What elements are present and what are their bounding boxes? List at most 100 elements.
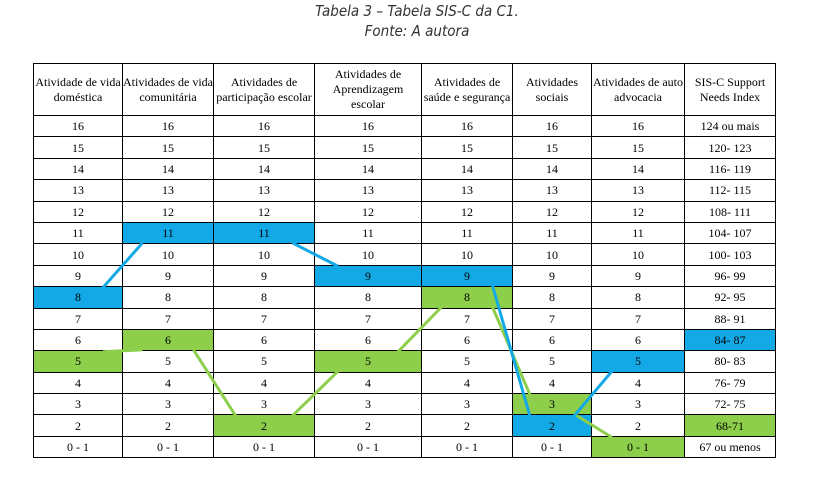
table-cell: 16 bbox=[213, 114, 315, 138]
table-cell: 4 bbox=[213, 371, 315, 395]
table-cell: 0 - 1 bbox=[421, 435, 513, 459]
table-cell: 13 bbox=[512, 179, 592, 202]
table-cell: 67 ou menos bbox=[684, 435, 776, 459]
table-cell: 13 bbox=[314, 179, 422, 202]
table-cell: 8 bbox=[33, 286, 123, 309]
table-cell: 8 bbox=[591, 286, 685, 309]
table-row: 13 13 13 13 13 13 13 112- 115 bbox=[33, 179, 776, 202]
table-cell: 11 bbox=[122, 221, 214, 245]
table-cell: 4 bbox=[33, 371, 123, 395]
table-cell: 14 bbox=[122, 157, 214, 181]
table-cell: 8 bbox=[421, 286, 513, 309]
table-cell: 13 bbox=[591, 179, 685, 202]
table-cell: 2 bbox=[213, 414, 315, 437]
table-cell: 14 bbox=[213, 157, 315, 181]
table-cell: 3 bbox=[591, 393, 685, 416]
table-cell: 6 bbox=[314, 328, 422, 352]
table-cell: 12 bbox=[591, 200, 685, 223]
table-cell: 10 bbox=[421, 243, 513, 266]
table-cell: 6 bbox=[591, 328, 685, 352]
table-source: Fonte: A autora bbox=[364, 22, 470, 40]
table-cell: 8 bbox=[122, 286, 214, 309]
table-cell: 104- 107 bbox=[684, 221, 776, 245]
table-cell: 3 bbox=[314, 393, 422, 416]
table-cell: 116- 119 bbox=[684, 157, 776, 181]
table-cell: 124 ou mais bbox=[684, 114, 776, 138]
table-cell: 9 bbox=[591, 264, 685, 288]
table-cell: 76- 79 bbox=[684, 371, 776, 395]
table-cell: 10 bbox=[512, 243, 592, 266]
table-cell: 0 - 1 bbox=[122, 435, 214, 459]
table-cell: 96- 99 bbox=[684, 264, 776, 288]
table-cell: 4 bbox=[591, 371, 685, 395]
table-row: 14 14 14 14 14 14 14 116- 119 bbox=[33, 157, 776, 181]
header-sociais: Atividades sociais bbox=[512, 63, 592, 116]
table-cell: 16 bbox=[314, 114, 422, 138]
table-cell: 7 bbox=[512, 307, 592, 330]
table-cell: 0 - 1 bbox=[512, 435, 592, 459]
table-cell: 12 bbox=[122, 200, 214, 223]
table-cell: 9 bbox=[512, 264, 592, 288]
table-cell: 0 - 1 bbox=[314, 435, 422, 459]
table-cell: 5 bbox=[33, 350, 123, 373]
table-cell: 11 bbox=[33, 221, 123, 245]
header-auto-advocacia: Atividades de auto advocacia bbox=[591, 63, 685, 116]
table-cell: 6 bbox=[33, 328, 123, 352]
table-cell: 9 bbox=[421, 264, 513, 288]
table-cell: 112- 115 bbox=[684, 179, 776, 202]
table-cell: 0 - 1 bbox=[213, 435, 315, 459]
table-cell: 13 bbox=[213, 179, 315, 202]
table-cell: 6 bbox=[421, 328, 513, 352]
table-cell: 2 bbox=[591, 414, 685, 437]
header-aprendizagem-escolar: Atividades de Aprendizagem escolar bbox=[314, 63, 422, 116]
table-row: 4 4 4 4 4 4 4 76- 79 bbox=[33, 371, 776, 395]
table-cell: 84- 87 bbox=[684, 328, 776, 352]
table-cell: 3 bbox=[512, 393, 592, 416]
table-cell: 11 bbox=[213, 221, 315, 245]
table-cell: 9 bbox=[314, 264, 422, 288]
table-cell: 11 bbox=[314, 221, 422, 245]
table-cell: 8 bbox=[213, 286, 315, 309]
table-cell: 8 bbox=[314, 286, 422, 309]
table-cell: 68-71 bbox=[684, 414, 776, 437]
table-cell: 108- 111 bbox=[684, 200, 776, 223]
table-cell: 15 bbox=[314, 136, 422, 159]
table-cell: 9 bbox=[33, 264, 123, 288]
table-cell: 9 bbox=[213, 264, 315, 288]
table-cell: 13 bbox=[33, 179, 123, 202]
table-cell: 16 bbox=[421, 114, 513, 138]
table-cell: 9 bbox=[122, 264, 214, 288]
table-cell: 72- 75 bbox=[684, 393, 776, 416]
table-cell: 13 bbox=[421, 179, 513, 202]
table-cell: 2 bbox=[421, 414, 513, 437]
table-cell: 8 bbox=[512, 286, 592, 309]
table-cell: 3 bbox=[122, 393, 214, 416]
table-cell: 11 bbox=[512, 221, 592, 245]
table-cell: 5 bbox=[421, 350, 513, 373]
table-cell: 12 bbox=[421, 200, 513, 223]
table-cell: 6 bbox=[512, 328, 592, 352]
table-cell: 4 bbox=[122, 371, 214, 395]
table-row: 16 16 16 16 16 16 16 124 ou mais bbox=[33, 114, 776, 138]
table-cell: 16 bbox=[33, 114, 123, 138]
table-cell: 14 bbox=[512, 157, 592, 181]
table-cell: 14 bbox=[591, 157, 685, 181]
table-cell: 14 bbox=[314, 157, 422, 181]
header-saude-seguranca: Atividades de saúde e segurança bbox=[421, 63, 513, 116]
table-cell: 92- 95 bbox=[684, 286, 776, 309]
table-row: 2 2 2 2 2 2 2 68-71 bbox=[33, 414, 776, 437]
table-cell: 15 bbox=[512, 136, 592, 159]
table-row: 3 3 3 3 3 3 3 72- 75 bbox=[33, 393, 776, 416]
table-cell: 7 bbox=[122, 307, 214, 330]
table-cell: 10 bbox=[213, 243, 315, 266]
table-cell: 11 bbox=[421, 221, 513, 245]
header-participacao-escolar: Atividades de participação escolar bbox=[213, 63, 315, 116]
table-cell: 7 bbox=[213, 307, 315, 330]
table-cell: 7 bbox=[314, 307, 422, 330]
table-row: 10 10 10 10 10 10 10 100- 103 bbox=[33, 243, 776, 266]
table-title: Tabela 3 – Tabela SIS-C da C1. bbox=[315, 2, 519, 20]
table-row: 9 9 9 9 9 9 9 96- 99 bbox=[33, 264, 776, 288]
table-cell: 4 bbox=[314, 371, 422, 395]
header-vida-comunitaria: Atividades de vida comunitária bbox=[122, 63, 214, 116]
